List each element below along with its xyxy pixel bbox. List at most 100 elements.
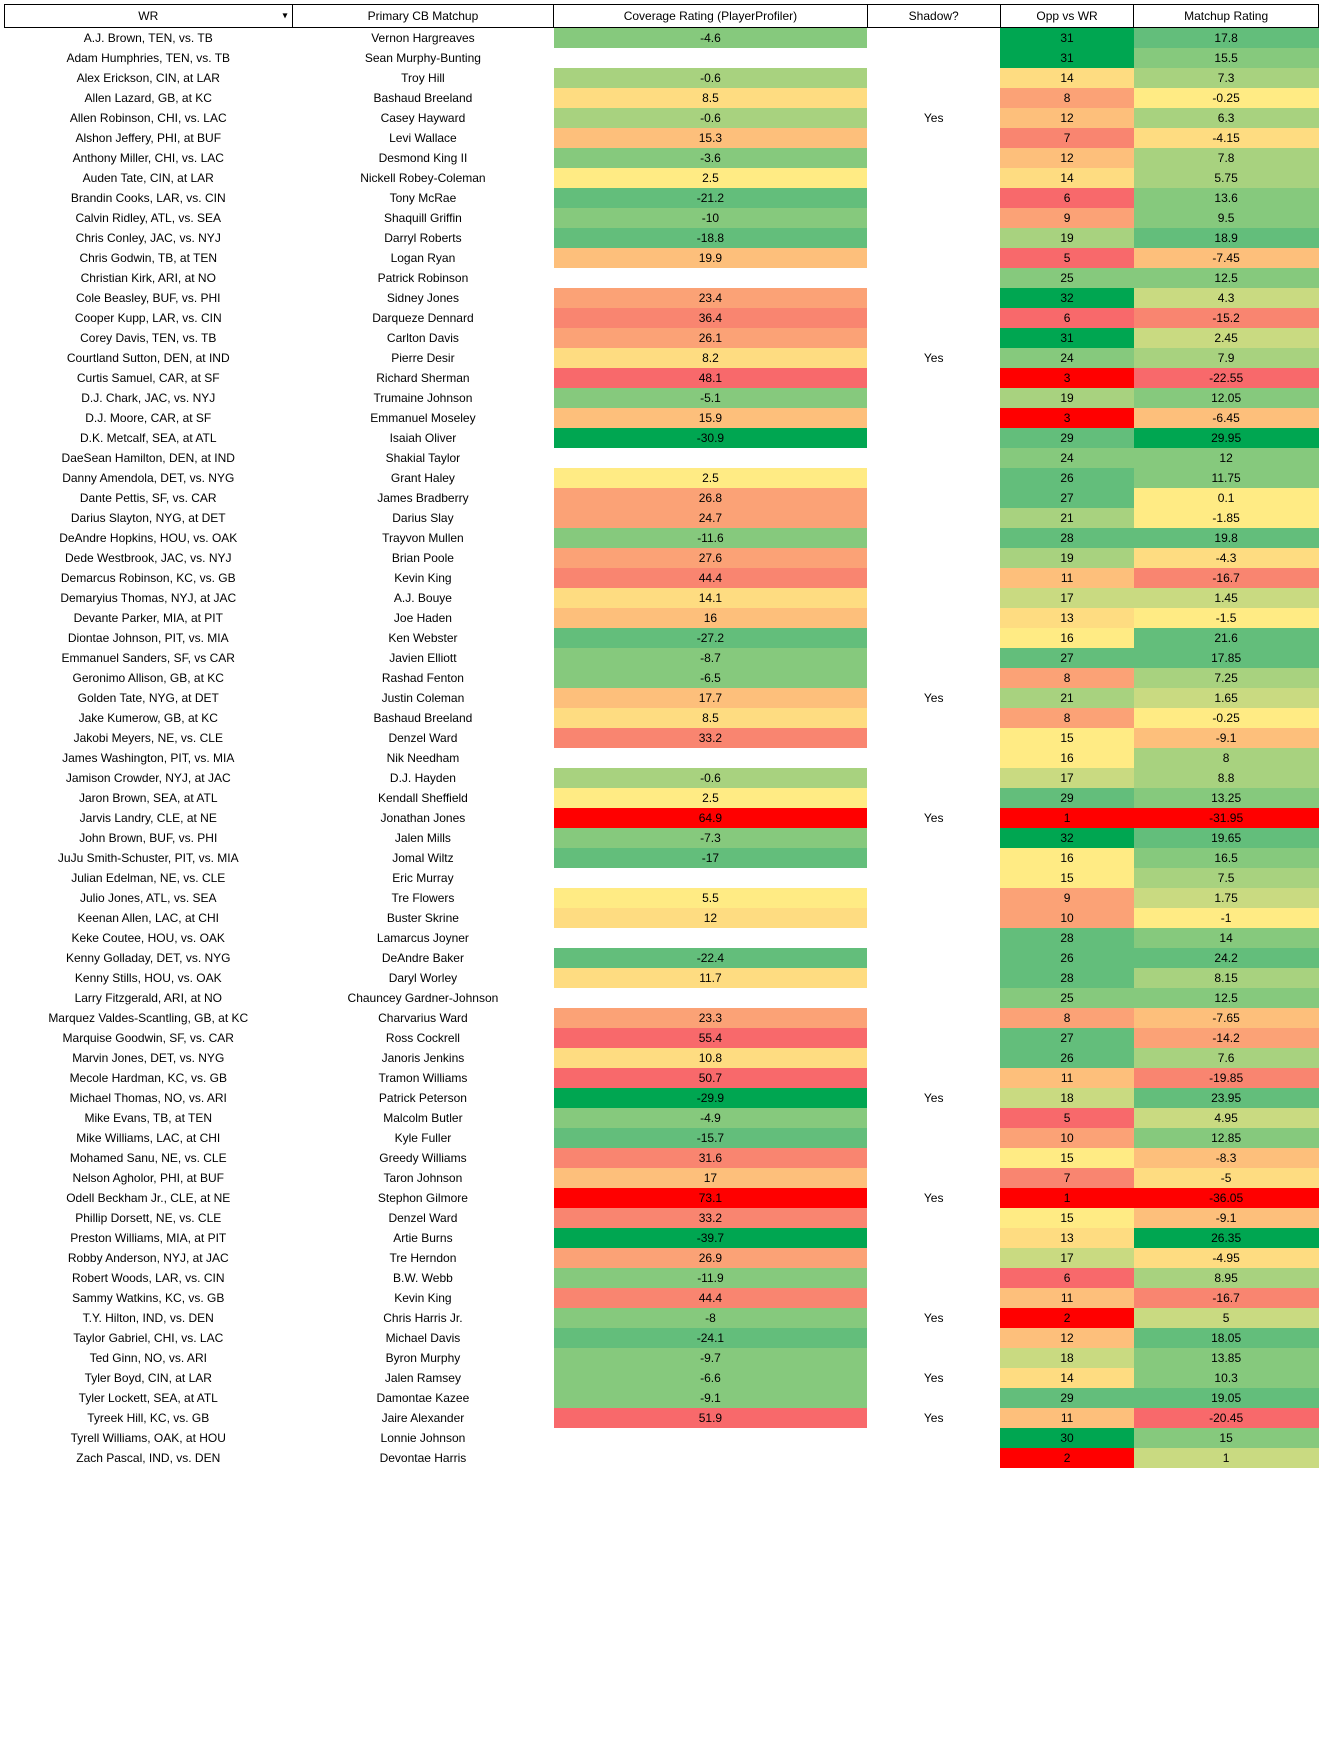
table-row: DeAndre Hopkins, HOU, vs. OAKTrayvon Mul… xyxy=(5,528,1319,548)
header-coverage[interactable]: Coverage Rating (PlayerProfiler) xyxy=(554,5,867,28)
table-row: Adam Humphries, TEN, vs. TBSean Murphy-B… xyxy=(5,48,1319,68)
shadow-cell xyxy=(867,708,1000,728)
wr-cell: Tyler Lockett, SEA, at ATL xyxy=(5,1388,293,1408)
coverage-cell: 51.9 xyxy=(554,1408,867,1428)
cb-cell: Stephon Gilmore xyxy=(292,1188,554,1208)
coverage-cell: -17 xyxy=(554,848,867,868)
table-row: Auden Tate, CIN, at LARNickell Robey-Col… xyxy=(5,168,1319,188)
matchup-cell: 12.5 xyxy=(1134,268,1319,288)
dropdown-icon[interactable]: ▾ xyxy=(282,11,287,22)
coverage-cell: -18.8 xyxy=(554,228,867,248)
header-shadow[interactable]: Shadow? xyxy=(867,5,1000,28)
table-row: Jarvis Landry, CLE, at NEJonathan Jones6… xyxy=(5,808,1319,828)
coverage-cell: -5.1 xyxy=(554,388,867,408)
cb-cell: Kyle Fuller xyxy=(292,1128,554,1148)
wr-cell: Diontae Johnson, PIT, vs. MIA xyxy=(5,628,293,648)
coverage-cell: 2.5 xyxy=(554,788,867,808)
opp-cell: 29 xyxy=(1000,428,1133,448)
opp-cell: 18 xyxy=(1000,1348,1133,1368)
shadow-cell xyxy=(867,508,1000,528)
shadow-cell: Yes xyxy=(867,1308,1000,1328)
opp-cell: 10 xyxy=(1000,1128,1133,1148)
wr-cell: Mike Evans, TB, at TEN xyxy=(5,1108,293,1128)
coverage-cell: -9.1 xyxy=(554,1388,867,1408)
matchup-cell: 13.85 xyxy=(1134,1348,1319,1368)
coverage-cell: 10.8 xyxy=(554,1048,867,1068)
opp-cell: 28 xyxy=(1000,968,1133,988)
matchup-cell: -0.25 xyxy=(1134,708,1319,728)
matchup-cell: 0.1 xyxy=(1134,488,1319,508)
opp-cell: 14 xyxy=(1000,1368,1133,1388)
coverage-cell: -3.6 xyxy=(554,148,867,168)
table-row: Christian Kirk, ARI, at NOPatrick Robins… xyxy=(5,268,1319,288)
wr-cell: Jarvis Landry, CLE, at NE xyxy=(5,808,293,828)
matchup-cell: 1.45 xyxy=(1134,588,1319,608)
opp-cell: 8 xyxy=(1000,88,1133,108)
cb-cell: Nickell Robey-Coleman xyxy=(292,168,554,188)
matchup-cell: 8.8 xyxy=(1134,768,1319,788)
shadow-cell xyxy=(867,228,1000,248)
opp-cell: 29 xyxy=(1000,1388,1133,1408)
coverage-cell: 2.5 xyxy=(554,168,867,188)
matchup-cell: 18.9 xyxy=(1134,228,1319,248)
matchup-cell: 4.3 xyxy=(1134,288,1319,308)
matchup-cell: 17.8 xyxy=(1134,28,1319,49)
wr-cell: Cooper Kupp, LAR, vs. CIN xyxy=(5,308,293,328)
cb-cell: Javien Elliott xyxy=(292,648,554,668)
table-row: Danny Amendola, DET, vs. NYGGrant Haley2… xyxy=(5,468,1319,488)
header-row: WR ▾ Primary CB Matchup Coverage Rating … xyxy=(5,5,1319,28)
shadow-cell xyxy=(867,248,1000,268)
cb-cell: Taron Johnson xyxy=(292,1168,554,1188)
header-wr[interactable]: WR ▾ xyxy=(5,5,293,28)
table-row: Preston Williams, MIA, at PITArtie Burns… xyxy=(5,1228,1319,1248)
table-row: Allen Robinson, CHI, vs. LACCasey Haywar… xyxy=(5,108,1319,128)
matchup-cell: 5 xyxy=(1134,1308,1319,1328)
coverage-cell xyxy=(554,48,867,68)
header-matchup[interactable]: Matchup Rating xyxy=(1134,5,1319,28)
coverage-cell: 48.1 xyxy=(554,368,867,388)
matchup-cell: 16.5 xyxy=(1134,848,1319,868)
wr-cell: Robert Woods, LAR, vs. CIN xyxy=(5,1268,293,1288)
cb-cell: Darius Slay xyxy=(292,508,554,528)
cb-cell: Jonathan Jones xyxy=(292,808,554,828)
cb-cell: Denzel Ward xyxy=(292,1208,554,1228)
opp-cell: 15 xyxy=(1000,728,1133,748)
header-cb[interactable]: Primary CB Matchup xyxy=(292,5,554,28)
wr-cell: Sammy Watkins, KC, vs. GB xyxy=(5,1288,293,1308)
cb-cell: Janoris Jenkins xyxy=(292,1048,554,1068)
opp-cell: 24 xyxy=(1000,348,1133,368)
shadow-cell xyxy=(867,48,1000,68)
opp-cell: 15 xyxy=(1000,1148,1133,1168)
coverage-cell: -24.1 xyxy=(554,1328,867,1348)
shadow-cell xyxy=(867,1168,1000,1188)
cb-cell: Buster Skrine xyxy=(292,908,554,928)
wr-cell: Demarcus Robinson, KC, vs. GB xyxy=(5,568,293,588)
table-row: A.J. Brown, TEN, vs. TBVernon Hargreaves… xyxy=(5,28,1319,49)
cb-cell: Chris Harris Jr. xyxy=(292,1308,554,1328)
cb-cell: Shakial Taylor xyxy=(292,448,554,468)
table-row: D.J. Chark, JAC, vs. NYJTrumaine Johnson… xyxy=(5,388,1319,408)
cb-cell: Logan Ryan xyxy=(292,248,554,268)
cb-cell: Ken Webster xyxy=(292,628,554,648)
wr-cell: Tyler Boyd, CIN, at LAR xyxy=(5,1368,293,1388)
opp-cell: 12 xyxy=(1000,1328,1133,1348)
matchup-cell: -9.1 xyxy=(1134,1208,1319,1228)
cb-cell: Daryl Worley xyxy=(292,968,554,988)
opp-cell: 32 xyxy=(1000,288,1133,308)
wr-cell: Dante Pettis, SF, vs. CAR xyxy=(5,488,293,508)
shadow-cell xyxy=(867,988,1000,1008)
shadow-cell xyxy=(867,788,1000,808)
coverage-cell: 17 xyxy=(554,1168,867,1188)
header-opp[interactable]: Opp vs WR xyxy=(1000,5,1133,28)
opp-cell: 27 xyxy=(1000,488,1133,508)
shadow-cell xyxy=(867,1148,1000,1168)
matchup-cell: -1.85 xyxy=(1134,508,1319,528)
matchup-cell: -9.1 xyxy=(1134,728,1319,748)
coverage-cell: 36.4 xyxy=(554,308,867,328)
wr-cell: Mecole Hardman, KC, vs. GB xyxy=(5,1068,293,1088)
matchup-cell: 15 xyxy=(1134,1428,1319,1448)
wr-cell: Nelson Agholor, PHI, at BUF xyxy=(5,1168,293,1188)
cb-cell: Tramon Williams xyxy=(292,1068,554,1088)
shadow-cell xyxy=(867,448,1000,468)
cb-cell: Patrick Robinson xyxy=(292,268,554,288)
